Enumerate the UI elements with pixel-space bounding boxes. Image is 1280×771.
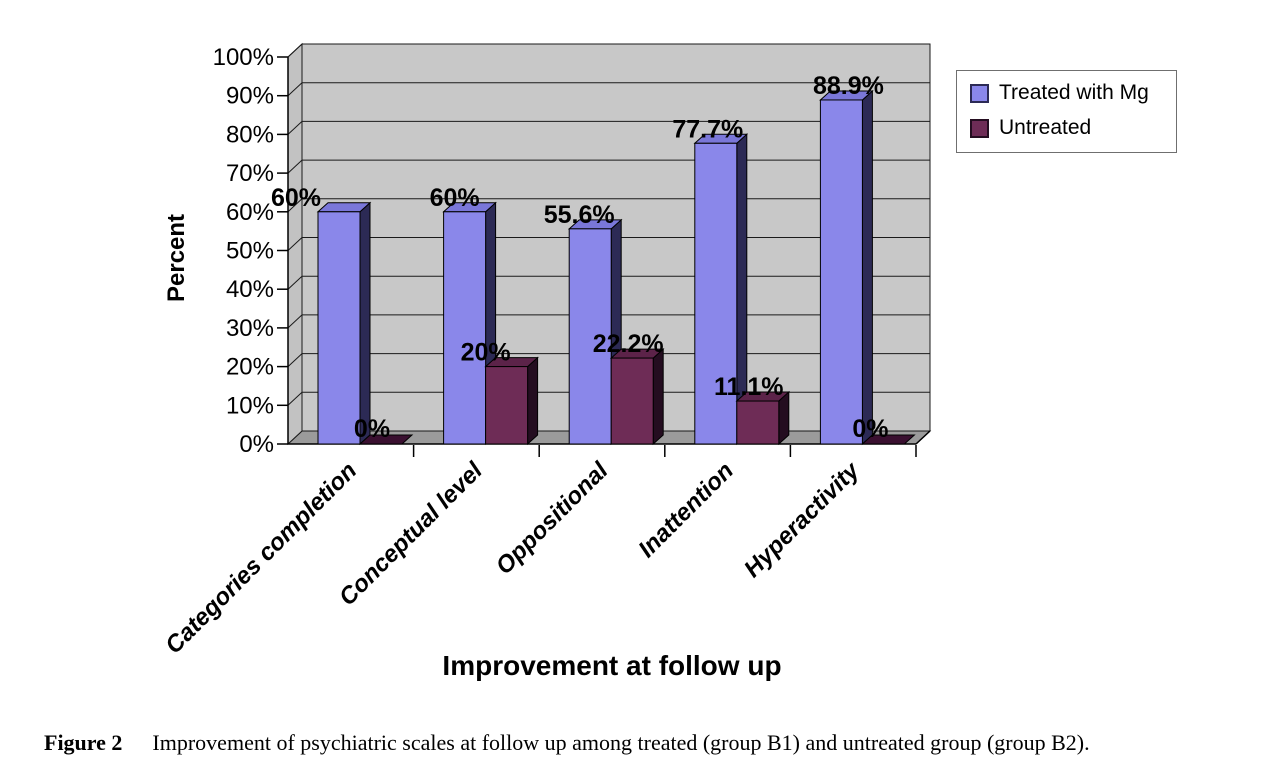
y-tick-label: 70% [226,160,274,187]
legend-swatch-treated-icon [970,83,989,103]
data-label: 55.6% [544,201,615,229]
gridline-bend [287,121,303,135]
data-label: 11.1% [714,373,784,401]
y-tick-label: 20% [226,354,274,381]
gridline-bend [287,198,303,213]
data-label: 88.9% [813,72,884,100]
bar-front-face [736,400,780,445]
bar-front-face [610,357,654,445]
figure-caption-text: Improvement of psychiatric scales at fol… [152,730,1090,755]
data-label: 20% [461,339,511,367]
bar-zero-sliver [358,434,414,445]
bar-chart-canvas: 0%10%20%30%40%50%60%70%80%90%100%60% 60%5… [160,42,932,659]
data-label: 60% [430,184,480,212]
gridline-bend [287,82,303,97]
data-label: 77.7% [672,115,743,143]
bar-front-face [694,142,738,445]
bar-zero-sliver [861,434,916,445]
bar-side-face [527,356,539,446]
data-label: 22.2% [593,330,664,358]
bar-top-face [316,202,372,213]
data-label: 0% [354,415,390,443]
data-label: 60% [271,184,321,212]
gridline-bend [287,391,303,406]
category-label: Oppositional [491,456,615,580]
gridline-bend [287,314,303,329]
bar-side-face [359,201,371,446]
bar-side-face [652,347,664,446]
y-tick-label: 10% [226,392,274,419]
category-label: Categories completion [160,457,362,659]
category-label: Inattention [633,457,739,563]
bar-front-face [317,211,361,445]
y-tick-label: 80% [226,121,274,148]
legend-item-treated: Treated with Mg [970,80,1170,106]
gridline-bend [287,43,303,58]
data-label: 0% [852,415,888,443]
y-axis-title: Percent [163,213,190,302]
legend-swatch-untreated-icon [970,118,989,138]
legend-label-treated: Treated with Mg [999,81,1149,104]
bar-front-face [819,99,863,445]
legend-item-untreated: Untreated [970,115,1170,141]
y-tick-label: 90% [226,83,274,110]
figure-caption: Figure 2 Improvement of psychiatric scale… [44,728,1256,758]
gridline-bend [287,275,303,290]
legend: Treated with Mg Untreated [956,70,1177,153]
bar-front-face [485,366,529,445]
y-tick-label: 40% [226,276,274,303]
legend-label-untreated: Untreated [999,116,1092,139]
x-axis-title: Improvement at follow up [442,650,782,681]
gridline-bend [287,237,303,251]
category-label: Hyperactivity [739,456,866,583]
gridline-bend [287,353,303,367]
x-axis-line-end [915,430,931,445]
bar-front-face [443,211,487,445]
bar-front-face [568,228,612,445]
gridline-bend [287,159,303,174]
y-tick-label: 60% [226,199,274,226]
bar-side-face [861,89,873,446]
figure-caption-label: Figure 2 [44,730,123,755]
y-tick-label: 30% [226,315,274,342]
y-tick-label: 50% [226,238,274,265]
y-tick-label: 0% [239,431,274,458]
y-tick-label: 100% [213,44,274,71]
